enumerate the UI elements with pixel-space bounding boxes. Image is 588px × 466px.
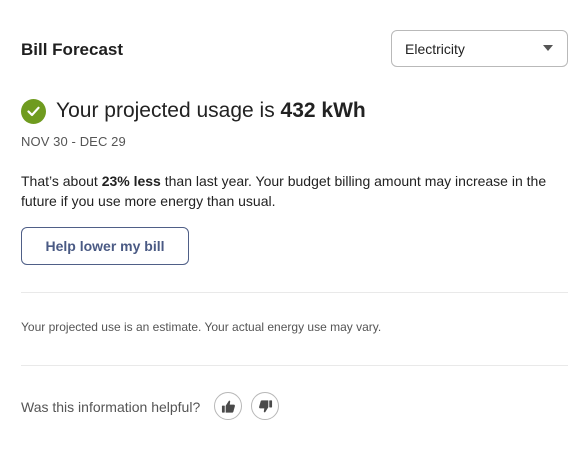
thumbs-down-icon [259, 400, 273, 413]
feedback-question: Was this information helpful? [21, 399, 201, 415]
projected-usage-headline: Your projected usage is 432 kWh [56, 99, 366, 123]
divider [21, 365, 568, 366]
chevron-down-icon [543, 45, 553, 51]
thumbs-up-button[interactable] [214, 392, 242, 420]
fuel-type-selected-value: Electricity [405, 41, 465, 57]
fuel-type-select[interactable]: Electricity [391, 30, 568, 67]
projected-usage-value: 432 kWh [280, 99, 366, 122]
page-title: Bill Forecast [21, 40, 124, 59]
description-prefix: That’s about [21, 173, 102, 189]
help-lower-bill-button[interactable]: Help lower my bill [21, 227, 189, 265]
estimate-disclaimer: Your projected use is an estimate. Your … [21, 320, 382, 334]
thumbs-up-icon [221, 400, 235, 413]
comparison-emphasis: 23% less [101, 173, 161, 189]
usage-comparison-text: That’s about 23% less than last year. Yo… [21, 171, 566, 211]
headline-prefix: Your projected usage is [56, 99, 281, 122]
thumbs-down-button[interactable] [251, 392, 279, 420]
description-suffix: than last year. Your budget billing amou… [21, 173, 547, 209]
check-circle-icon [21, 99, 46, 124]
billing-period-date-range: NOV 30 - DEC 29 [21, 134, 126, 149]
divider [21, 292, 568, 293]
